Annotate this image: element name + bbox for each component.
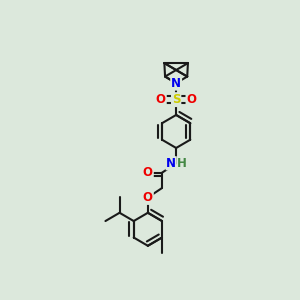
Text: O: O: [187, 93, 196, 106]
Text: N: N: [166, 157, 176, 170]
Text: S: S: [172, 93, 180, 106]
Text: H: H: [177, 157, 187, 170]
Text: N: N: [171, 76, 181, 90]
Text: O: O: [143, 191, 153, 204]
Text: O: O: [156, 93, 166, 106]
Text: O: O: [143, 166, 153, 179]
